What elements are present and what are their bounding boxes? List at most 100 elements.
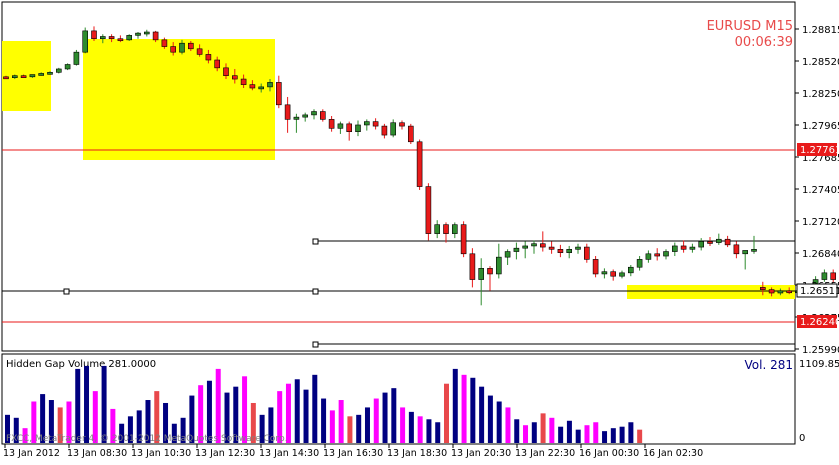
volume-bar — [127, 416, 133, 443]
volume-bar — [40, 394, 46, 443]
candle — [601, 268, 608, 279]
candle-body — [557, 249, 564, 253]
candle — [724, 235, 731, 248]
candle-body — [161, 39, 168, 47]
volume-bar — [285, 383, 291, 443]
volume-bar — [435, 422, 441, 443]
time-tick-label: 13 Jan 12:30 — [195, 448, 255, 459]
candle-body — [539, 243, 546, 248]
candle-body — [407, 125, 414, 143]
candle — [557, 244, 564, 258]
candle-body — [830, 272, 837, 280]
candle — [531, 240, 537, 254]
volume-bar — [268, 407, 274, 443]
zone-rectangle[interactable] — [83, 39, 275, 160]
candle-body — [443, 224, 449, 234]
candle — [645, 250, 652, 263]
volume-bar — [575, 429, 581, 443]
volume-bar — [364, 407, 370, 443]
candle — [372, 118, 379, 130]
time-tick-label: 13 Jan 18:30 — [387, 448, 447, 459]
volume-bar — [57, 407, 63, 443]
volume-bar — [294, 379, 300, 443]
candle — [654, 248, 661, 261]
zone-rectangle[interactable] — [2, 41, 51, 111]
volume-bar — [637, 429, 643, 443]
candle — [293, 113, 300, 133]
candle — [715, 233, 722, 245]
volume-bar — [321, 398, 327, 443]
volume-bar — [154, 391, 160, 443]
volume-bar — [610, 428, 616, 443]
candle-body — [346, 123, 353, 132]
highlight-zones — [2, 39, 795, 299]
volume-bar — [487, 395, 493, 443]
candle-body — [451, 224, 458, 234]
price-tick-label: 1.27965 — [802, 121, 839, 132]
zone-rectangle[interactable] — [627, 285, 795, 299]
candle-body — [592, 259, 599, 275]
time-tick-label: 13 Jan 2012 — [3, 448, 60, 459]
candle — [689, 243, 696, 253]
candle-body — [434, 224, 441, 234]
candle — [707, 236, 713, 246]
candle-body — [689, 246, 696, 250]
candle-body — [73, 51, 80, 65]
price-tag-upper-label: 1.27761 — [800, 145, 839, 156]
candle-body — [249, 84, 256, 89]
candle — [311, 109, 317, 120]
line-handle[interactable] — [312, 238, 319, 245]
candle — [495, 243, 502, 279]
candle-body — [768, 289, 775, 294]
indicator-axis-min: 0 — [799, 433, 805, 444]
volume-bar — [48, 400, 54, 443]
candle-body — [284, 104, 291, 120]
candle-body — [275, 82, 282, 106]
volume-bar — [391, 388, 397, 443]
volume-bar — [303, 389, 309, 443]
candle — [425, 183, 432, 241]
candle — [575, 243, 581, 254]
bar-countdown: 00:06:39 — [735, 35, 793, 50]
candle-body — [363, 121, 370, 126]
candle — [64, 63, 71, 71]
candle-body — [55, 68, 62, 73]
candle — [742, 250, 749, 270]
volume-bar — [242, 376, 248, 443]
candle — [196, 44, 203, 57]
candle-body — [240, 78, 247, 85]
candle — [636, 256, 643, 271]
price-tag-lower: 1.26240 — [797, 315, 839, 328]
candle — [671, 242, 678, 257]
candle — [38, 72, 45, 76]
candle-body — [319, 111, 326, 120]
candle — [407, 123, 414, 145]
volume-bar — [233, 386, 239, 443]
volume-bar — [92, 391, 98, 443]
candle — [179, 39, 185, 55]
candle-body — [82, 30, 88, 53]
volume-bar — [163, 402, 169, 443]
candle — [240, 74, 247, 89]
candle-body — [29, 74, 36, 78]
candle-body — [188, 42, 194, 50]
volume-bar — [619, 426, 625, 443]
line-handle[interactable] — [63, 288, 70, 295]
candle-body — [663, 251, 669, 257]
volume-bar — [5, 414, 10, 443]
volume-bar — [531, 422, 537, 443]
price-tick-label: 1.26840 — [802, 249, 839, 260]
candle — [469, 248, 476, 288]
volume-bar — [171, 423, 177, 443]
price-tag-current-label: 1.26511 — [800, 286, 839, 297]
line-handle[interactable] — [312, 341, 319, 348]
candle-body — [205, 54, 212, 61]
volume-bar — [400, 407, 406, 443]
volume-bar — [479, 386, 485, 443]
candle — [20, 74, 27, 78]
line-handle[interactable] — [312, 288, 319, 295]
volume-bar — [136, 410, 142, 443]
candle-body — [522, 245, 529, 249]
candle — [161, 37, 168, 49]
candle — [733, 241, 740, 259]
